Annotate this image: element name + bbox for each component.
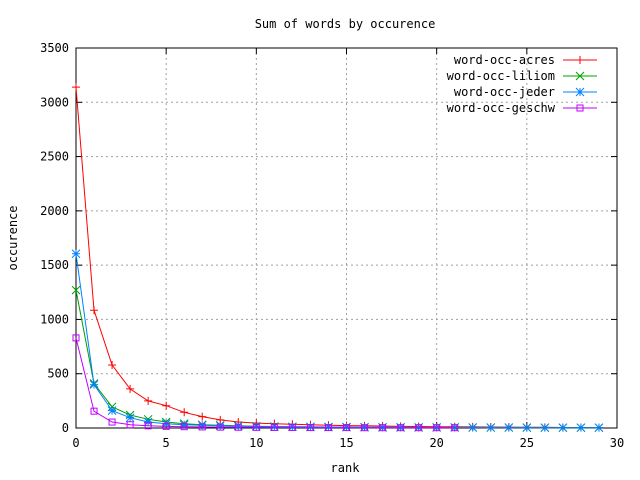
series-line-word-occ-liliom (75, 290, 599, 429)
data-point-word-occ-acres-0 (72, 83, 80, 92)
y-tick-label-6: 3000 (40, 95, 69, 109)
legend-entry-word-occ-geschw: word-occ-geschw (447, 101, 597, 115)
x-tick-label-6: 30 (610, 436, 624, 450)
data-point-word-occ-jeder-6 (179, 420, 189, 430)
data-point-word-occ-jeder-29 (594, 423, 604, 433)
data-point-word-occ-geschw-5 (162, 422, 170, 430)
data-point-word-occ-jeder-12 (288, 422, 297, 432)
data-point-word-occ-geschw-14 (324, 424, 332, 432)
data-point-word-occ-jeder-25 (522, 423, 532, 433)
data-point-word-occ-jeder-3 (125, 413, 135, 423)
series-word-occ-jeder (71, 249, 604, 433)
x-tick-label-2: 10 (249, 436, 263, 450)
data-point-word-occ-acres-5 (162, 401, 171, 410)
data-point-word-occ-jeder-26 (540, 423, 550, 433)
series-word-occ-acres (72, 83, 603, 432)
y-tick-label-0: 0 (62, 421, 69, 435)
data-point-word-occ-geschw-8 (216, 423, 224, 431)
grid-lines (76, 48, 617, 428)
data-point-word-occ-geschw-21 (451, 424, 459, 432)
legend-label-1: word-occ-liliom (447, 69, 555, 83)
data-point-word-occ-jeder-23 (486, 423, 496, 432)
data-point-word-occ-jeder-9 (233, 421, 243, 431)
legend: word-occ-acres word-occ-liliom word-occ-je… (447, 53, 597, 115)
data-point-word-occ-geschw-10 (252, 423, 260, 431)
data-point-word-occ-jeder-4 (143, 417, 153, 427)
y-tick-label-3: 1500 (40, 258, 69, 272)
data-point-word-occ-geschw-11 (270, 423, 278, 431)
data-point-word-occ-geschw-6 (180, 423, 188, 431)
data-point-word-occ-geschw-4 (144, 422, 152, 430)
y-tick-label-4: 2000 (40, 204, 69, 218)
y-tick-label-7: 3500 (40, 41, 69, 55)
data-point-word-occ-jeder-28 (576, 423, 586, 433)
data-point-word-occ-geschw-16 (361, 424, 369, 432)
data-point-word-occ-jeder-14 (324, 422, 333, 432)
legend-marker-3 (576, 104, 584, 112)
y-tick-label-1: 500 (47, 367, 69, 381)
chart-title: Sum of words by occurence (255, 17, 436, 31)
series-word-occ-liliom (71, 285, 604, 433)
data-point-word-occ-jeder-8 (215, 421, 225, 431)
series-line-word-occ-geschw (75, 337, 455, 429)
data-point-word-occ-jeder-10 (251, 422, 261, 431)
data-point-word-occ-geschw-17 (379, 424, 387, 432)
x-axis-label: rank (331, 461, 361, 475)
data-point-word-occ-acres-2 (108, 361, 117, 370)
data-point-word-occ-jeder-11 (270, 422, 279, 432)
data-point-word-occ-jeder-0 (71, 249, 81, 259)
data-point-word-occ-geschw-13 (306, 424, 314, 432)
x-tick-label-3: 15 (339, 436, 353, 450)
data-point-word-occ-geschw-3 (126, 421, 134, 429)
data-point-word-occ-geschw-18 (397, 424, 405, 432)
series-line-word-occ-jeder (75, 253, 599, 429)
legend-marker-0 (576, 56, 584, 64)
y-tick-label-2: 1000 (40, 312, 69, 326)
data-point-word-occ-liliom-0 (71, 285, 81, 295)
series-line-word-occ-acres (75, 87, 600, 429)
data-point-word-occ-geschw-1 (90, 407, 98, 415)
x-tick-label-4: 20 (429, 436, 443, 450)
data-point-word-occ-geschw-15 (343, 424, 350, 432)
series-word-occ-geschw (72, 334, 459, 432)
data-point-word-occ-geschw-2 (108, 418, 116, 426)
series-group (71, 83, 604, 433)
data-point-word-occ-jeder-24 (504, 423, 514, 432)
data-point-word-occ-geschw-12 (288, 423, 296, 431)
legend-label-3: word-occ-geschw (447, 101, 556, 115)
legend-label-2: word-occ-jeder (454, 85, 555, 99)
data-point-word-occ-jeder-13 (306, 422, 315, 432)
data-point-word-occ-jeder-7 (197, 420, 207, 430)
data-point-word-occ-jeder-1 (89, 380, 99, 389)
data-point-word-occ-acres-6 (180, 408, 189, 417)
data-point-word-occ-geschw-20 (433, 424, 441, 432)
data-point-word-occ-geschw-0 (72, 334, 80, 342)
legend-marker-1 (575, 71, 585, 81)
y-tick-label-5: 2500 (40, 150, 69, 164)
data-point-word-occ-geschw-19 (415, 424, 423, 432)
data-point-word-occ-acres-7 (198, 412, 207, 421)
data-point-word-occ-acres-3 (126, 384, 135, 393)
legend-entry-word-occ-liliom: word-occ-liliom (447, 69, 597, 83)
legend-entry-word-occ-jeder: word-occ-jeder (454, 85, 597, 99)
data-point-word-occ-geschw-7 (198, 423, 206, 431)
data-point-word-occ-geschw-9 (234, 423, 242, 431)
x-tick-label-0: 0 (72, 436, 79, 450)
legend-entry-word-occ-acres: word-occ-acres (454, 53, 597, 67)
data-point-word-occ-jeder-22 (468, 423, 478, 432)
data-point-word-occ-jeder-27 (558, 423, 568, 433)
data-point-word-occ-acres-1 (90, 306, 99, 315)
data-point-word-occ-acres-4 (144, 396, 153, 405)
legend-label-0: word-occ-acres (454, 53, 555, 67)
y-axis-label: occurence (6, 205, 20, 270)
data-point-word-occ-jeder-2 (107, 406, 117, 415)
legend-marker-2 (575, 87, 585, 97)
x-tick-label-1: 5 (163, 436, 170, 450)
x-tick-label-5: 25 (520, 436, 534, 450)
